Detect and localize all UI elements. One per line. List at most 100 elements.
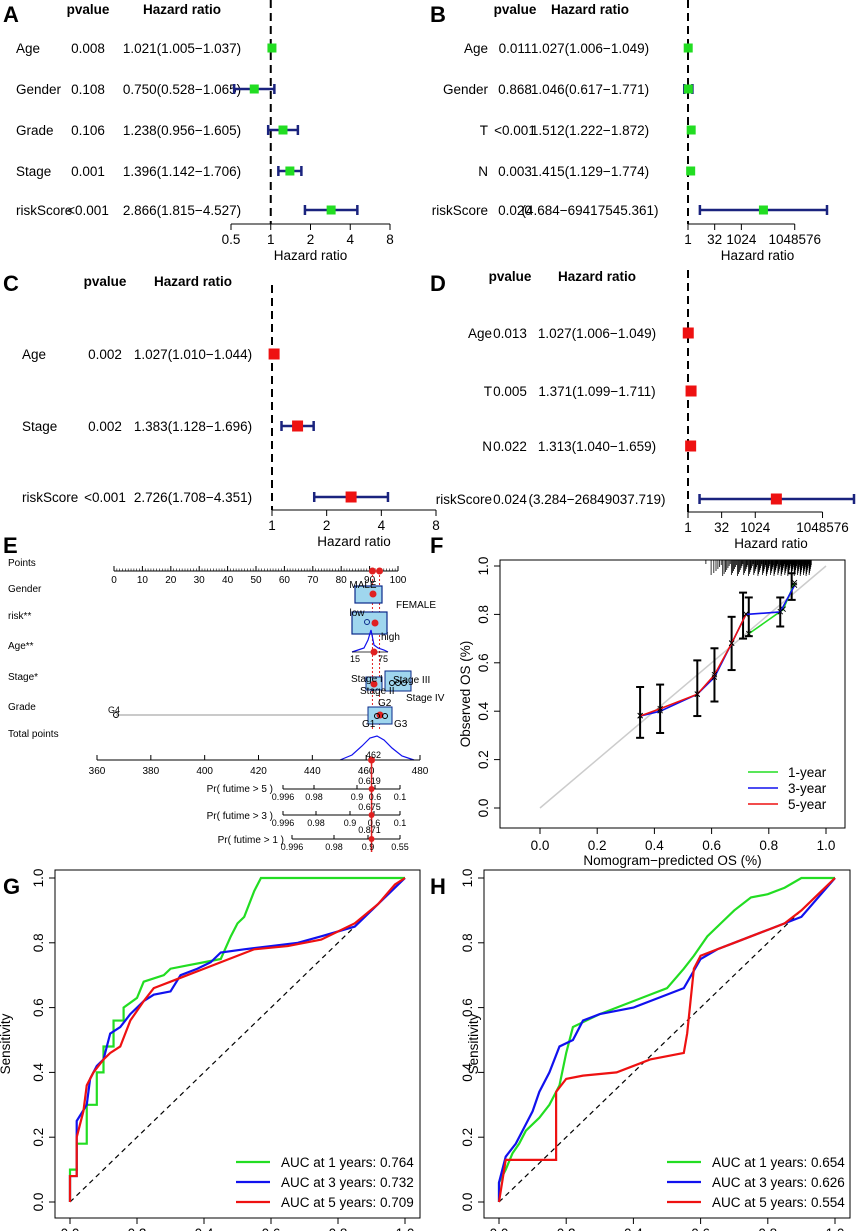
x-tick-label: 0.2 <box>588 838 607 853</box>
prob-tick-label: 0.9 <box>344 818 357 828</box>
x-tick-label: 0.6 <box>262 1226 281 1231</box>
hr-point <box>686 125 696 135</box>
category-label: G4 <box>108 705 120 715</box>
x-tick-label: 0.8 <box>758 1226 777 1231</box>
category-label: FEMALE <box>396 600 436 611</box>
row-hazard-ratio-text: 1.046(0.617−1.771) <box>531 82 649 97</box>
calibration-point: × <box>711 670 718 684</box>
prob-tick-label: 0.6 <box>368 818 381 828</box>
x-tick-label: 0.0 <box>490 1226 509 1231</box>
prob-tick-label: 0.1 <box>394 792 407 802</box>
row-name: Gender <box>443 82 489 97</box>
legend-label: AUC at 1 years: 0.764 <box>281 1155 414 1170</box>
hr-point <box>326 205 336 215</box>
y-tick-label: 0.2 <box>31 1128 46 1147</box>
row-name: Grade <box>16 123 54 138</box>
x-tick-label: 1 <box>268 518 276 533</box>
panel-label-e: E <box>3 533 18 558</box>
row-name: Age <box>468 326 492 341</box>
row-name: riskScore <box>22 490 78 505</box>
x-tick-label: 4 <box>378 518 386 533</box>
row-pvalue: 0.005 <box>493 384 527 399</box>
y-tick-label: 0.2 <box>460 1128 475 1147</box>
legend-label: AUC at 3 years: 0.732 <box>281 1175 414 1190</box>
legend-label: 3-year <box>788 781 827 796</box>
nomogram-row-label: Age** <box>8 641 34 652</box>
x-tick-label: 0.8 <box>759 838 778 853</box>
x-tick-label: 8 <box>432 518 440 533</box>
calibration-point: × <box>777 605 784 619</box>
panel-label-a: A <box>3 2 19 27</box>
risk-marker <box>371 619 379 627</box>
category-label: Stage II <box>360 686 394 697</box>
x-axis-title: Hazard ratio <box>317 534 391 549</box>
row-name: T <box>480 123 488 138</box>
total-density <box>339 735 415 761</box>
category-label: G2 <box>378 698 392 709</box>
category-label: 75 <box>378 654 388 664</box>
row-pvalue: 0.001 <box>71 164 105 179</box>
chance-diagonal <box>69 877 406 1203</box>
points-tick-label: 10 <box>137 575 149 586</box>
x-tick-label: 1024 <box>726 232 757 247</box>
hr-point <box>682 327 694 339</box>
gender-box <box>354 585 383 604</box>
hr-point <box>683 84 693 94</box>
row-hazard-ratio-text: 1.371(1.099−1.711) <box>538 384 655 399</box>
y-tick-label: 1.0 <box>460 869 475 888</box>
row-hazard-ratio-text: 1.021(1.005−1.037) <box>123 41 241 56</box>
nomogram-row-label: Gender <box>8 584 42 595</box>
col-header-pvalue: pvalue <box>67 2 110 17</box>
nomogram-row-label: Pr( futime > 1 ) <box>218 835 284 846</box>
prob-value: 0.871 <box>358 825 381 835</box>
calibration-point: × <box>791 576 798 590</box>
points-tick-label: 40 <box>222 575 234 586</box>
hr-point <box>685 440 697 452</box>
plot-frame <box>483 869 851 1219</box>
row-hazard-ratio-text: 1.383(1.128−1.696) <box>134 419 252 434</box>
row-pvalue: 0.002 <box>88 347 122 362</box>
row-pvalue: 0.108 <box>71 82 105 97</box>
y-tick-label: 0.0 <box>460 1193 475 1212</box>
total-tick-label: 400 <box>196 766 213 777</box>
hr-point <box>285 166 295 176</box>
x-tick-label: 0.0 <box>61 1226 80 1231</box>
row-name: T <box>484 384 492 399</box>
hr-point <box>683 43 693 53</box>
col-header-pvalue: pvalue <box>494 2 537 17</box>
hr-point <box>292 420 304 432</box>
gender-marker <box>369 590 377 598</box>
total-tick-label: 480 <box>412 766 429 777</box>
x-tick-label: 2 <box>307 232 315 247</box>
row-hazard-ratio-text: 2.726(1.708−4.351) <box>134 490 252 505</box>
x-tick-label: 1.0 <box>826 1226 845 1231</box>
row-hazard-ratio-text: (4.684−69417545.361) <box>522 203 659 218</box>
panel-label-f: F <box>430 533 443 558</box>
prob-tick-label: 0.996 <box>272 818 295 828</box>
hr-point <box>249 84 259 94</box>
calibration-point: × <box>711 668 718 682</box>
hr-point <box>267 43 277 53</box>
roc-curve <box>68 876 405 1202</box>
total-tick-label: 420 <box>250 766 267 777</box>
total-value: 462 <box>366 750 381 760</box>
col-header-pvalue: pvalue <box>489 269 532 284</box>
row-pvalue: 0.008 <box>71 41 105 56</box>
row-hazard-ratio-text: 1.027(1.010−1.044) <box>134 347 252 362</box>
prob-marker <box>368 836 375 842</box>
prob-tick-label: 0.98 <box>305 792 323 802</box>
category-label: Stage III <box>393 675 430 686</box>
x-tick-label: 0.5 <box>222 232 241 247</box>
calibration-line <box>639 584 796 717</box>
plot-frame <box>54 869 421 1219</box>
y-tick-label: 0.6 <box>476 653 491 672</box>
row-pvalue: <0.001 <box>67 203 109 218</box>
roc-curve <box>497 877 836 1203</box>
x-tick-label: 0.6 <box>702 838 721 853</box>
plot-frame <box>499 559 846 829</box>
row-name: Stage <box>22 419 57 434</box>
row-name: Age <box>22 347 46 362</box>
grade-point <box>113 712 119 718</box>
row-hazard-ratio-text: 1.415(1.129−1.774) <box>531 164 649 179</box>
grade-point <box>382 713 388 719</box>
